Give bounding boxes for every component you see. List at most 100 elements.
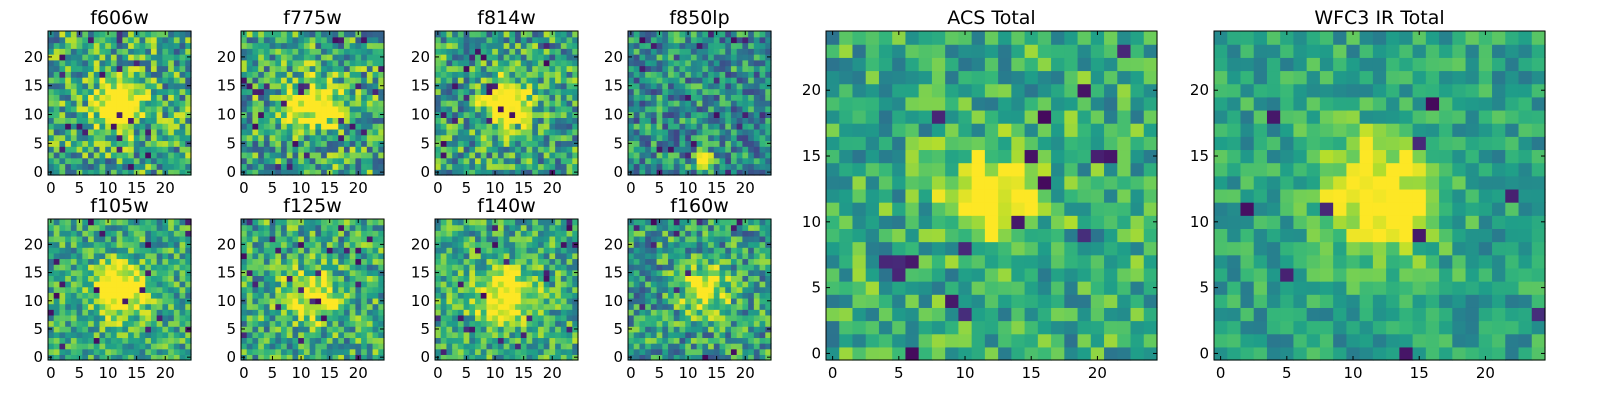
heatmap-cell xyxy=(440,94,448,101)
heatmap-cell xyxy=(526,252,533,260)
heatmap-cell xyxy=(719,140,726,147)
heatmap-cell xyxy=(515,31,522,38)
heatmap-cell xyxy=(116,157,123,165)
heatmap-cell xyxy=(179,77,186,84)
heatmap-cell xyxy=(263,59,271,67)
heatmap-cell xyxy=(378,337,385,344)
heatmap-cell xyxy=(566,309,573,316)
heatmap-cell xyxy=(572,258,579,265)
heatmap-cell xyxy=(315,247,322,254)
heatmap-cell xyxy=(673,292,681,299)
heatmap-cell xyxy=(70,297,78,305)
heatmap-cell xyxy=(378,105,385,113)
heatmap-cell xyxy=(116,247,123,254)
heatmap-cell xyxy=(116,235,123,243)
heatmap-cell xyxy=(435,235,442,243)
heatmap-cell xyxy=(446,314,453,322)
heatmap-cell xyxy=(497,100,505,107)
heatmap-cell xyxy=(628,59,635,67)
heatmap-cell xyxy=(93,292,101,299)
heatmap-cell xyxy=(639,286,646,293)
heatmap-cell xyxy=(269,224,276,231)
heatmap-cell xyxy=(116,230,123,237)
heatmap-cell xyxy=(690,36,698,44)
heatmap-cell xyxy=(349,94,356,101)
heatmap-cell xyxy=(361,264,368,271)
heatmap-cell xyxy=(150,292,158,299)
heatmap-cell xyxy=(543,331,550,339)
heatmap-cell xyxy=(53,146,61,153)
heatmap-cell xyxy=(372,314,379,322)
heatmap-cell xyxy=(566,286,573,293)
heatmap-cell xyxy=(537,247,545,254)
heatmap-cell xyxy=(133,163,141,170)
heatmap-cell xyxy=(463,292,470,299)
heatmap-cell xyxy=(309,224,316,231)
heatmap-cell xyxy=(730,354,738,361)
heatmap-cell xyxy=(145,303,152,310)
heatmap-cell xyxy=(53,65,61,72)
heatmap-cell xyxy=(650,134,658,142)
heatmap-cell xyxy=(269,82,276,90)
heatmap-cell xyxy=(435,292,442,299)
heatmap-cell xyxy=(162,117,169,124)
heatmap-cell xyxy=(515,337,522,344)
heatmap-cell xyxy=(179,105,186,113)
heatmap-cell xyxy=(309,42,316,49)
heatmap-cell xyxy=(639,354,646,361)
heatmap-cell xyxy=(252,71,259,78)
heatmap-cell xyxy=(378,77,385,84)
heatmap-cell xyxy=(281,292,288,299)
heatmap-cell xyxy=(475,94,482,101)
heatmap-cell xyxy=(252,354,259,361)
heatmap-cell xyxy=(355,331,362,339)
heatmap-cell xyxy=(555,314,562,322)
heatmap-cell xyxy=(315,128,322,136)
heatmap-cell xyxy=(753,286,761,293)
heatmap-cell xyxy=(555,88,562,95)
heatmap-cell xyxy=(633,100,641,107)
heatmap-cell xyxy=(532,77,539,84)
heatmap-cell xyxy=(65,31,72,38)
heatmap-cell xyxy=(497,247,505,254)
heatmap-cell xyxy=(286,88,294,95)
heatmap-cell xyxy=(555,65,562,72)
heatmap-cell xyxy=(497,241,505,248)
panel-title: f814w xyxy=(477,7,536,29)
heatmap-cell xyxy=(99,111,106,118)
heatmap-cell xyxy=(258,230,265,237)
heatmap-cell xyxy=(321,117,328,124)
heatmap-cell xyxy=(309,88,316,95)
heatmap-cell xyxy=(298,331,305,339)
heatmap-cell xyxy=(110,100,118,107)
heatmap-cell xyxy=(82,292,89,299)
heatmap-cell xyxy=(372,123,379,130)
y-tick-label: 0 xyxy=(420,163,430,181)
heatmap-cell xyxy=(292,286,299,293)
heatmap-cell xyxy=(656,36,663,44)
heatmap-cell xyxy=(292,258,299,265)
heatmap-cell xyxy=(480,297,488,305)
heatmap-cell xyxy=(59,320,66,327)
heatmap-cell xyxy=(497,140,505,147)
heatmap-cell xyxy=(309,275,316,282)
heatmap-cell xyxy=(298,326,305,333)
heatmap-cell xyxy=(93,82,101,90)
heatmap-cell xyxy=(662,128,669,136)
heatmap-cell xyxy=(560,219,568,226)
heatmap-cell xyxy=(286,348,294,355)
heatmap-cell xyxy=(156,314,163,322)
heatmap-cell xyxy=(70,42,78,49)
heatmap-cell xyxy=(150,157,158,165)
heatmap-cell xyxy=(497,65,505,72)
heatmap-cell xyxy=(355,128,362,136)
heatmap-cell xyxy=(105,297,112,305)
heatmap-cell xyxy=(572,42,579,49)
heatmap-cell xyxy=(185,337,192,344)
heatmap-cell xyxy=(343,140,351,147)
heatmap-cell xyxy=(725,65,732,72)
heatmap-cell xyxy=(572,230,579,237)
heatmap-cell xyxy=(469,134,476,142)
heatmap-cell xyxy=(162,48,169,55)
heatmap-cell xyxy=(99,54,106,61)
